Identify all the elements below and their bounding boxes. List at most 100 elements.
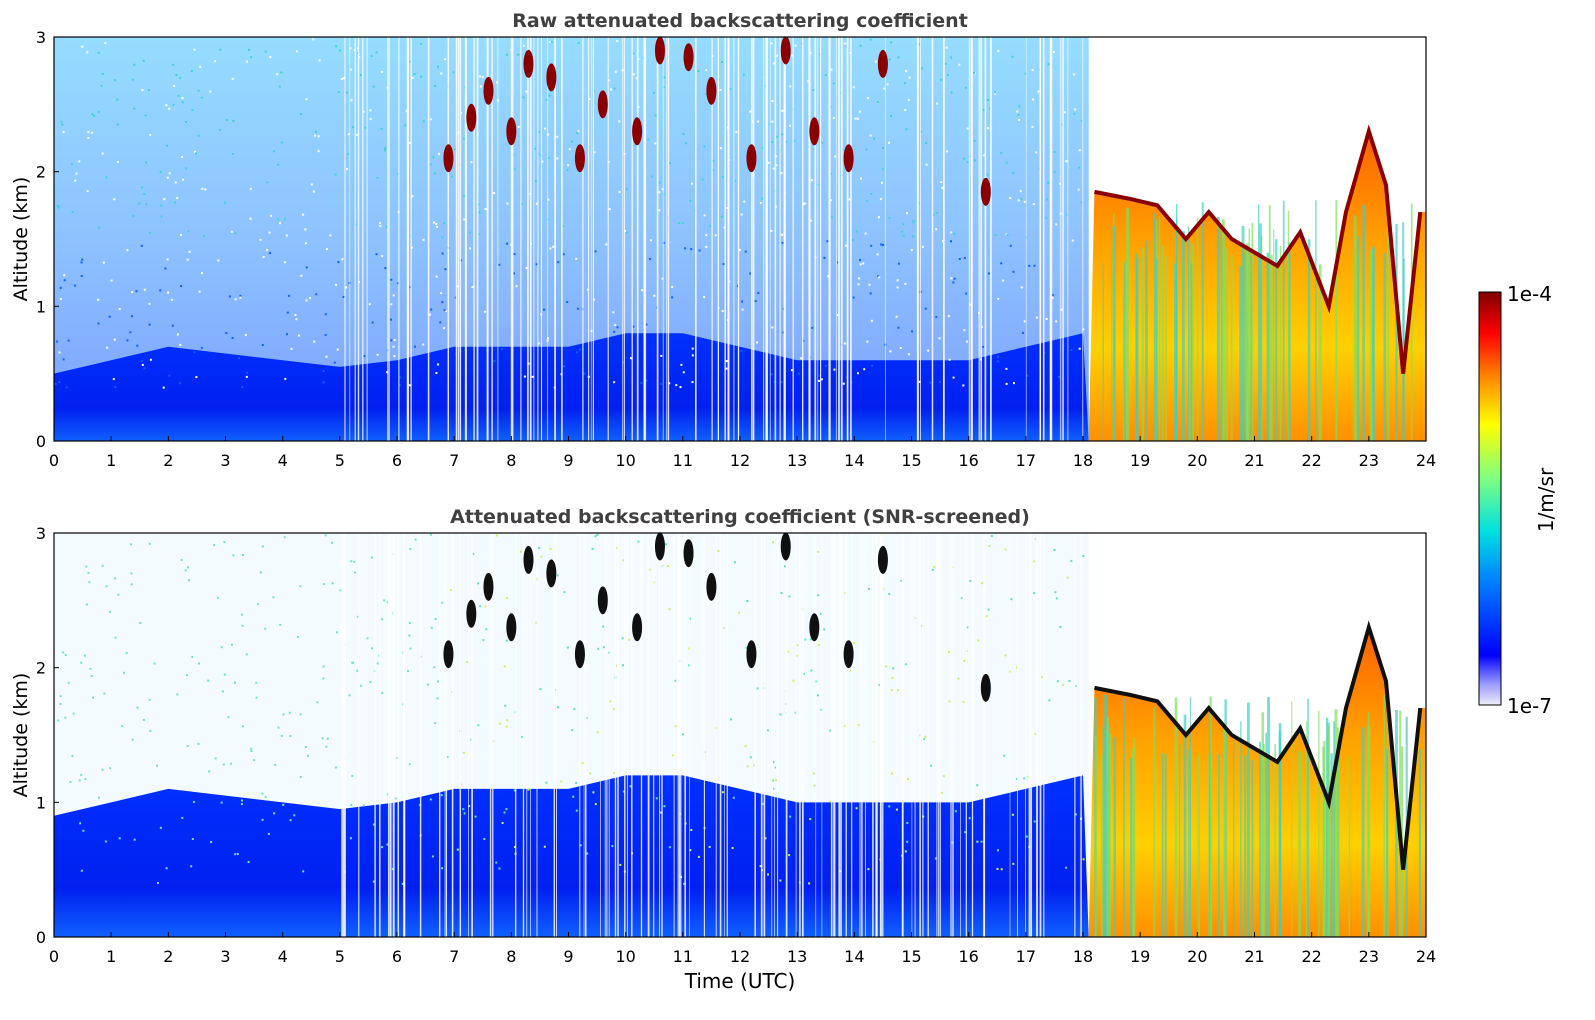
noise-dot [960, 597, 963, 600]
noise-dot [308, 297, 311, 299]
noise-dot [689, 849, 692, 852]
noise-dot [185, 121, 187, 123]
noise-dot [141, 89, 144, 91]
cloud-top-line [1094, 620, 1423, 870]
noise-dot [610, 88, 613, 91]
noise-dot [407, 670, 409, 672]
noise-dot [286, 333, 288, 336]
noise-dot [996, 868, 999, 870]
noise-dot [105, 176, 108, 179]
noise-dot [732, 796, 735, 799]
noise-dot [116, 161, 119, 163]
noise-dot [298, 334, 300, 337]
noise-dot [241, 613, 244, 616]
x-tick-label: 24 [1416, 451, 1436, 470]
noise-dot [974, 159, 976, 162]
noise-dot [585, 717, 588, 719]
noise-dot [940, 181, 943, 183]
noise-dot [721, 791, 724, 794]
noise-dot [90, 675, 93, 677]
noise-dot [997, 49, 1000, 52]
noise-dot [720, 215, 723, 218]
x-tick-label: 22 [1301, 451, 1321, 470]
noise-dot [668, 846, 671, 849]
noise-dot [82, 829, 85, 832]
noise-dot [436, 697, 439, 700]
noise-dot [820, 708, 823, 711]
noise-dot [859, 259, 861, 262]
noise-dot [772, 779, 775, 782]
noise-dot [259, 238, 262, 241]
noise-dot [829, 729, 832, 732]
noise-dot [994, 91, 996, 94]
noise-dot [1017, 199, 1020, 202]
noise-dot [983, 154, 986, 157]
noise-dot [743, 200, 746, 203]
noise-dot [697, 855, 700, 858]
noise-dot [857, 372, 859, 375]
cloud-cell [483, 572, 494, 601]
noise-dot [944, 62, 947, 65]
noise-dot [912, 221, 915, 224]
noise-dot [804, 638, 807, 641]
noise-dot [180, 285, 183, 287]
noise-dot [800, 357, 803, 360]
x-tick-label: 16 [958, 947, 978, 966]
cloud-cell [980, 177, 991, 206]
noise-dot [701, 178, 704, 181]
noise-dot [443, 327, 446, 330]
noise-dot [131, 738, 134, 741]
noise-dot [1055, 597, 1058, 600]
noise-dot [612, 311, 615, 314]
noise-dot [188, 250, 191, 253]
noise-dot [907, 778, 909, 781]
noise-dot [770, 42, 773, 45]
noise-dot [771, 140, 774, 143]
noise-dot [166, 176, 169, 179]
noise-dot [862, 262, 865, 265]
noise-dot [1012, 270, 1015, 273]
noise-dot [576, 351, 578, 354]
noise-dot [241, 799, 243, 802]
noise-dot [890, 689, 893, 692]
noise-dot [869, 134, 872, 137]
noise-dot [143, 193, 146, 195]
noise-dot [101, 768, 104, 771]
noise-dot [1034, 537, 1037, 540]
noise-dot [441, 867, 444, 870]
noise-dot [289, 735, 292, 737]
noise-dot [1053, 151, 1056, 153]
noise-dot [231, 643, 233, 646]
noise-dot [270, 214, 273, 217]
noise-dot [573, 708, 576, 711]
noise-dot [1055, 223, 1058, 226]
noise-dot [602, 625, 605, 628]
noise-dot [958, 63, 961, 66]
x-tick-label: 21 [1244, 451, 1264, 470]
noise-dot [288, 711, 291, 714]
noise-dot [350, 560, 353, 563]
noise-dot [334, 283, 337, 286]
x-tick-label: 2 [163, 451, 173, 470]
noise-dot [930, 764, 932, 767]
noise-dot [1009, 244, 1012, 247]
noise-dot [200, 346, 203, 349]
noise-dot [104, 840, 107, 843]
noise-dot [520, 550, 522, 553]
noise-dot [81, 258, 84, 261]
noise-dot [231, 153, 234, 155]
noise-dot [102, 261, 105, 264]
noise-dot [149, 358, 152, 361]
noise-dot [180, 559, 183, 561]
noise-dot [149, 133, 152, 136]
noise-dot [691, 347, 694, 350]
noise-dot [1004, 548, 1007, 551]
noise-dot [166, 144, 168, 147]
noise-dot [390, 339, 393, 342]
noise-dot [671, 285, 674, 288]
noise-dot [434, 172, 437, 175]
noise-dot [654, 142, 657, 145]
noise-dot [481, 75, 484, 78]
noise-dot [1020, 198, 1023, 201]
x-tick-label: 11 [673, 451, 693, 470]
